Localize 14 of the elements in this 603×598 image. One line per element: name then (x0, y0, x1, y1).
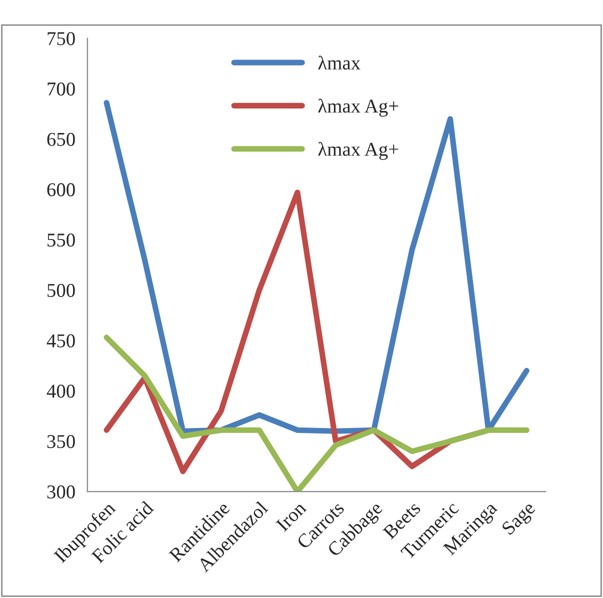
y-tick-label: 350 (47, 435, 75, 448)
legend-label: λmax (318, 56, 360, 70)
legend-label: λmax Ag+ (318, 98, 398, 117)
y-tick-label: 400 (46, 384, 75, 398)
y-tick-label: 700 (48, 82, 75, 96)
y-tick-label: 600 (47, 183, 75, 196)
legend-label: λmax Ag+ (318, 142, 398, 160)
y-tick-label: 500 (48, 284, 75, 298)
y-tick-label: 650 (47, 132, 75, 146)
y-tick-label: 300 (47, 485, 75, 498)
y-tick-label: 750 (48, 32, 75, 46)
y-tick-label: 450 (46, 334, 75, 348)
x-tick-label: Sage (501, 500, 539, 538)
y-tick-label: 550 (48, 234, 75, 247)
